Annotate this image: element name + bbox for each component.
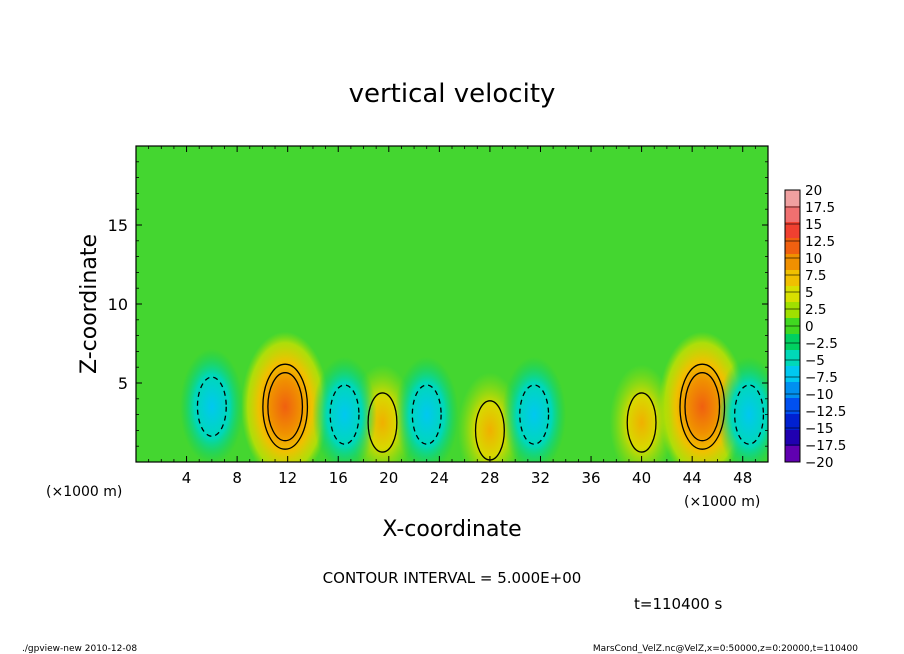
colorbar-swatch — [785, 206, 800, 223]
x-unit-label-right: (×1000 m) — [684, 494, 760, 510]
colorbar-label: −2.5 — [805, 336, 838, 352]
colorbar-swatch — [785, 190, 800, 207]
contour-line — [196, 376, 227, 437]
downdraft-region — [502, 356, 567, 462]
colorbar-label: −10 — [805, 387, 834, 403]
x-tick-label: 36 — [581, 469, 600, 487]
colorbar-swatch — [785, 382, 800, 399]
downdraft-region — [394, 356, 459, 462]
y-tick-label: 10 — [108, 295, 128, 314]
contour-line — [519, 384, 550, 445]
colorbar-swatch — [785, 254, 800, 271]
chart-title: vertical velocity — [349, 79, 556, 109]
x-tick-label: 20 — [379, 469, 398, 487]
x-tick-label: 12 — [278, 469, 297, 487]
x-axis-label: X-coordinate — [382, 517, 521, 542]
colorbar-label: −12.5 — [805, 404, 846, 420]
colorbar-label: 2.5 — [805, 302, 826, 318]
downdraft-region — [179, 348, 244, 462]
contour-line — [679, 363, 726, 450]
downdraft-region — [717, 356, 768, 462]
colorbar-swatch — [785, 350, 800, 367]
colorbar-label: 15 — [805, 217, 822, 233]
contour-line — [329, 384, 360, 445]
colorbar-swatch — [785, 430, 800, 447]
downdraft-region — [312, 356, 377, 462]
x-tick-label: 24 — [430, 469, 449, 487]
colorbar-swatch — [785, 446, 800, 463]
x-tick-label: 40 — [632, 469, 651, 487]
colorbar-label: −5 — [805, 353, 825, 369]
contour-line — [684, 372, 721, 442]
colorbar-label: −20 — [805, 455, 834, 471]
x-tick-label: 8 — [232, 469, 242, 487]
colorbar-swatch — [785, 398, 800, 415]
x-tick-label: 16 — [329, 469, 348, 487]
contour-line — [367, 392, 398, 453]
colorbar-label: −15 — [805, 421, 834, 437]
colorbar-label: 7.5 — [805, 268, 826, 284]
footer-left: ./gpview-new 2010-12-08 — [22, 644, 137, 654]
updraft-region — [609, 364, 674, 462]
colorbar-label: −7.5 — [805, 370, 838, 386]
contour-line — [734, 384, 765, 445]
colorbar-swatch — [785, 286, 800, 303]
x-unit-label-left: (×1000 m) — [46, 484, 122, 500]
colorbar-label: −17.5 — [805, 438, 846, 454]
contour-line — [411, 384, 442, 445]
plot-area — [135, 145, 769, 463]
colorbar: 2017.51512.5107.552.50−2.5−5−7.5−10−12.5… — [784, 183, 846, 471]
colorbar-label: 20 — [805, 183, 822, 199]
colorbar-swatch — [785, 366, 800, 383]
colorbar-swatch — [785, 334, 800, 351]
x-tick-label: 28 — [480, 469, 499, 487]
contour-line — [267, 372, 304, 442]
colorbar-label: 17.5 — [805, 200, 835, 216]
updraft-region — [241, 331, 330, 462]
footer-right: MarsCond_VelZ.nc@VelZ,x=0:50000,z=0:2000… — [593, 644, 858, 654]
time-label: t=110400 s — [634, 595, 722, 613]
contour-line — [262, 363, 309, 450]
colorbar-swatch — [785, 302, 800, 319]
colorbar-label: 12.5 — [805, 234, 835, 250]
colorbar-label: 0 — [805, 319, 814, 335]
x-tick-label: 4 — [182, 469, 192, 487]
y-tick-label: 5 — [118, 374, 128, 393]
x-tick-label: 44 — [683, 469, 702, 487]
colorbar-label: 5 — [805, 285, 814, 301]
colorbar-label: 10 — [805, 251, 822, 267]
x-axis: 4 8 12 16 20 24 28 32 36 40 44 48 — [148, 146, 756, 487]
contour-interval: CONTOUR INTERVAL = 5.000E+00 — [323, 569, 582, 587]
colorbar-swatch — [785, 238, 800, 255]
x-tick-label: 32 — [531, 469, 550, 487]
y-tick-label: 15 — [108, 216, 128, 235]
contour-line — [626, 392, 657, 453]
colorbar-swatch — [785, 414, 800, 431]
x-tick-label: 48 — [733, 469, 752, 487]
colorbar-swatch — [785, 222, 800, 239]
colorbar-swatch — [785, 270, 800, 287]
y-axis: 5 10 15 — [108, 161, 768, 447]
y-axis-label: Z-coordinate — [77, 234, 102, 374]
